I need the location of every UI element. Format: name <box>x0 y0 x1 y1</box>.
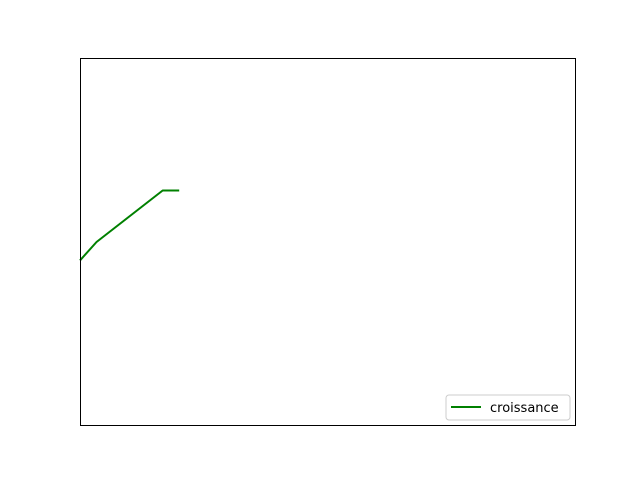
plot-frame <box>80 58 576 426</box>
plot-area <box>80 58 576 426</box>
series-line-0 <box>79 189 180 262</box>
legend-label: croissance <box>490 401 559 416</box>
legend: croissance <box>445 394 571 421</box>
series-layer <box>79 189 180 262</box>
legend-box <box>445 394 571 421</box>
